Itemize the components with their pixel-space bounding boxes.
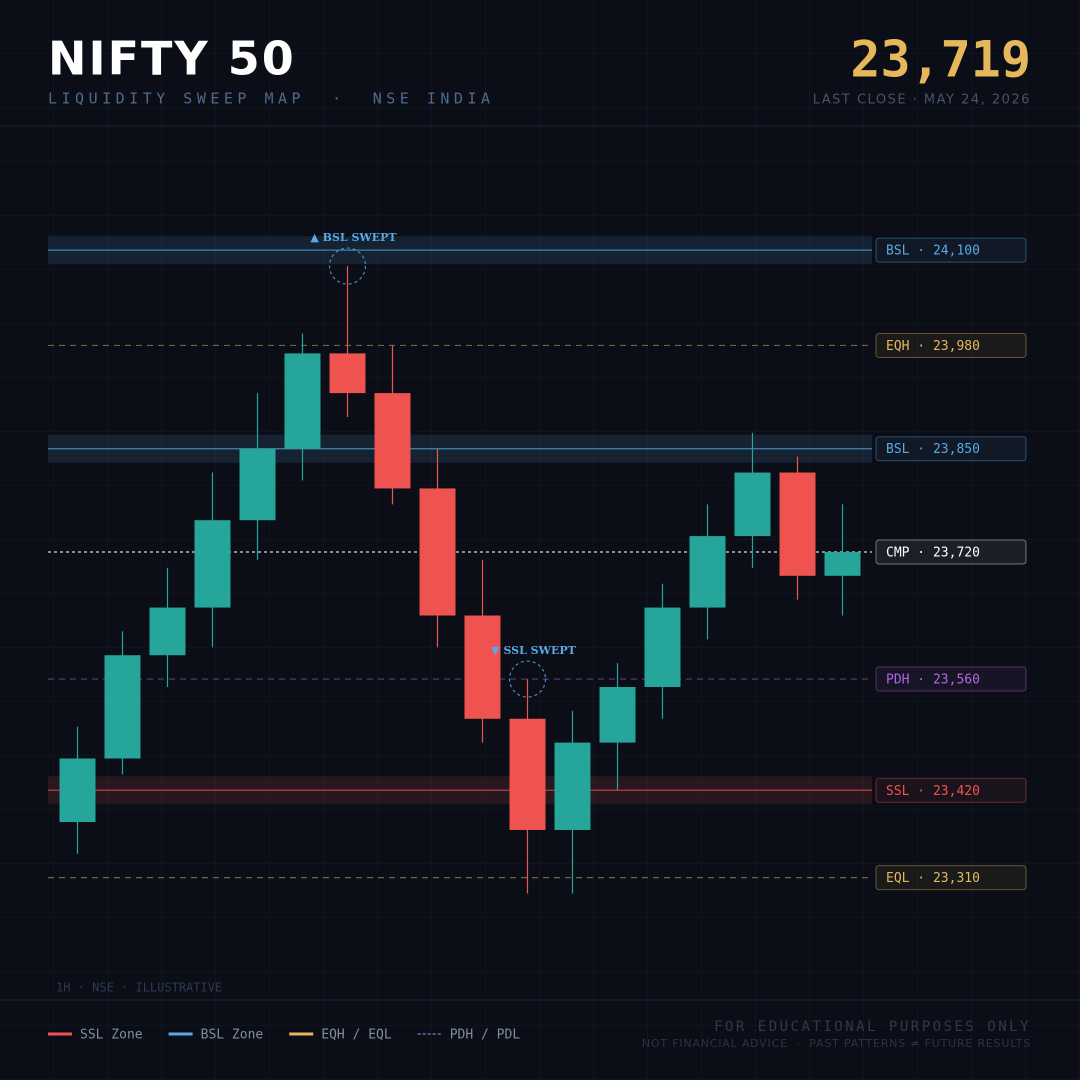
subtitle: LIQUIDITY SWEEP MAP · NSE INDIA xyxy=(48,90,495,108)
candle-body xyxy=(779,472,816,576)
sweep-marker xyxy=(328,247,367,285)
candle-body xyxy=(734,472,771,537)
candle-body xyxy=(554,742,591,830)
candle-body xyxy=(824,551,861,576)
legend-label: PDH / PDL xyxy=(450,1028,521,1043)
level-tag xyxy=(875,777,1027,803)
candle-body xyxy=(329,353,366,394)
candle-body xyxy=(644,607,681,687)
level-label: PDH · 23,560 xyxy=(886,673,980,688)
disclaimer-sub: NOT FINANCIAL ADVICE · PAST PATTERNS ≠ F… xyxy=(642,1037,1031,1050)
candle-body xyxy=(194,520,231,608)
level-label: BSL · 23,850 xyxy=(886,442,980,457)
level-label: EQH · 23,980 xyxy=(886,339,980,354)
legend-label: BSL Zone xyxy=(201,1028,264,1043)
title: NIFTY 50 xyxy=(48,32,296,86)
sweep-marker xyxy=(508,660,547,698)
disclaimer: FOR EDUCATIONAL PURPOSES ONLY xyxy=(714,1019,1031,1035)
candle-body xyxy=(599,687,636,743)
level-tag xyxy=(875,332,1027,358)
candle-body xyxy=(419,488,456,616)
legend-label: EQH / EQL xyxy=(321,1028,392,1043)
candle-body xyxy=(284,353,321,449)
level-tag xyxy=(875,666,1027,692)
level-tag xyxy=(875,539,1027,565)
level-label: SSL · 23,420 xyxy=(886,784,980,799)
level-tag xyxy=(875,865,1027,891)
level-tag xyxy=(875,436,1027,462)
level-label: CMP · 23,720 xyxy=(886,545,980,560)
candle-body xyxy=(374,393,411,489)
candle-body xyxy=(59,758,96,823)
chart-note: 1H · NSE · ILLUSTRATIVE xyxy=(56,981,222,995)
last-close-caption: LAST CLOSE · MAY 24, 2026 xyxy=(813,93,1031,108)
sweep-annotation: ▼ SSL SWEPT xyxy=(491,644,576,657)
level-tag xyxy=(875,237,1027,263)
candle-body xyxy=(149,607,186,656)
candle-body xyxy=(689,536,726,608)
level-label: EQL · 23,310 xyxy=(886,871,980,886)
level-label: BSL · 24,100 xyxy=(886,244,980,259)
candle-body xyxy=(239,448,276,521)
candle-body xyxy=(464,615,501,719)
candle-body xyxy=(104,655,141,759)
plot: BSL · 24,100 EQH · 23,980 BSL · 23,850 CMP … xyxy=(48,231,1027,894)
sweep-annotation: ▲ BSL SWEPT xyxy=(310,231,397,244)
candle-body xyxy=(509,718,546,830)
legend-label: SSL Zone xyxy=(80,1028,143,1043)
last-close: 23,719 xyxy=(850,31,1031,89)
